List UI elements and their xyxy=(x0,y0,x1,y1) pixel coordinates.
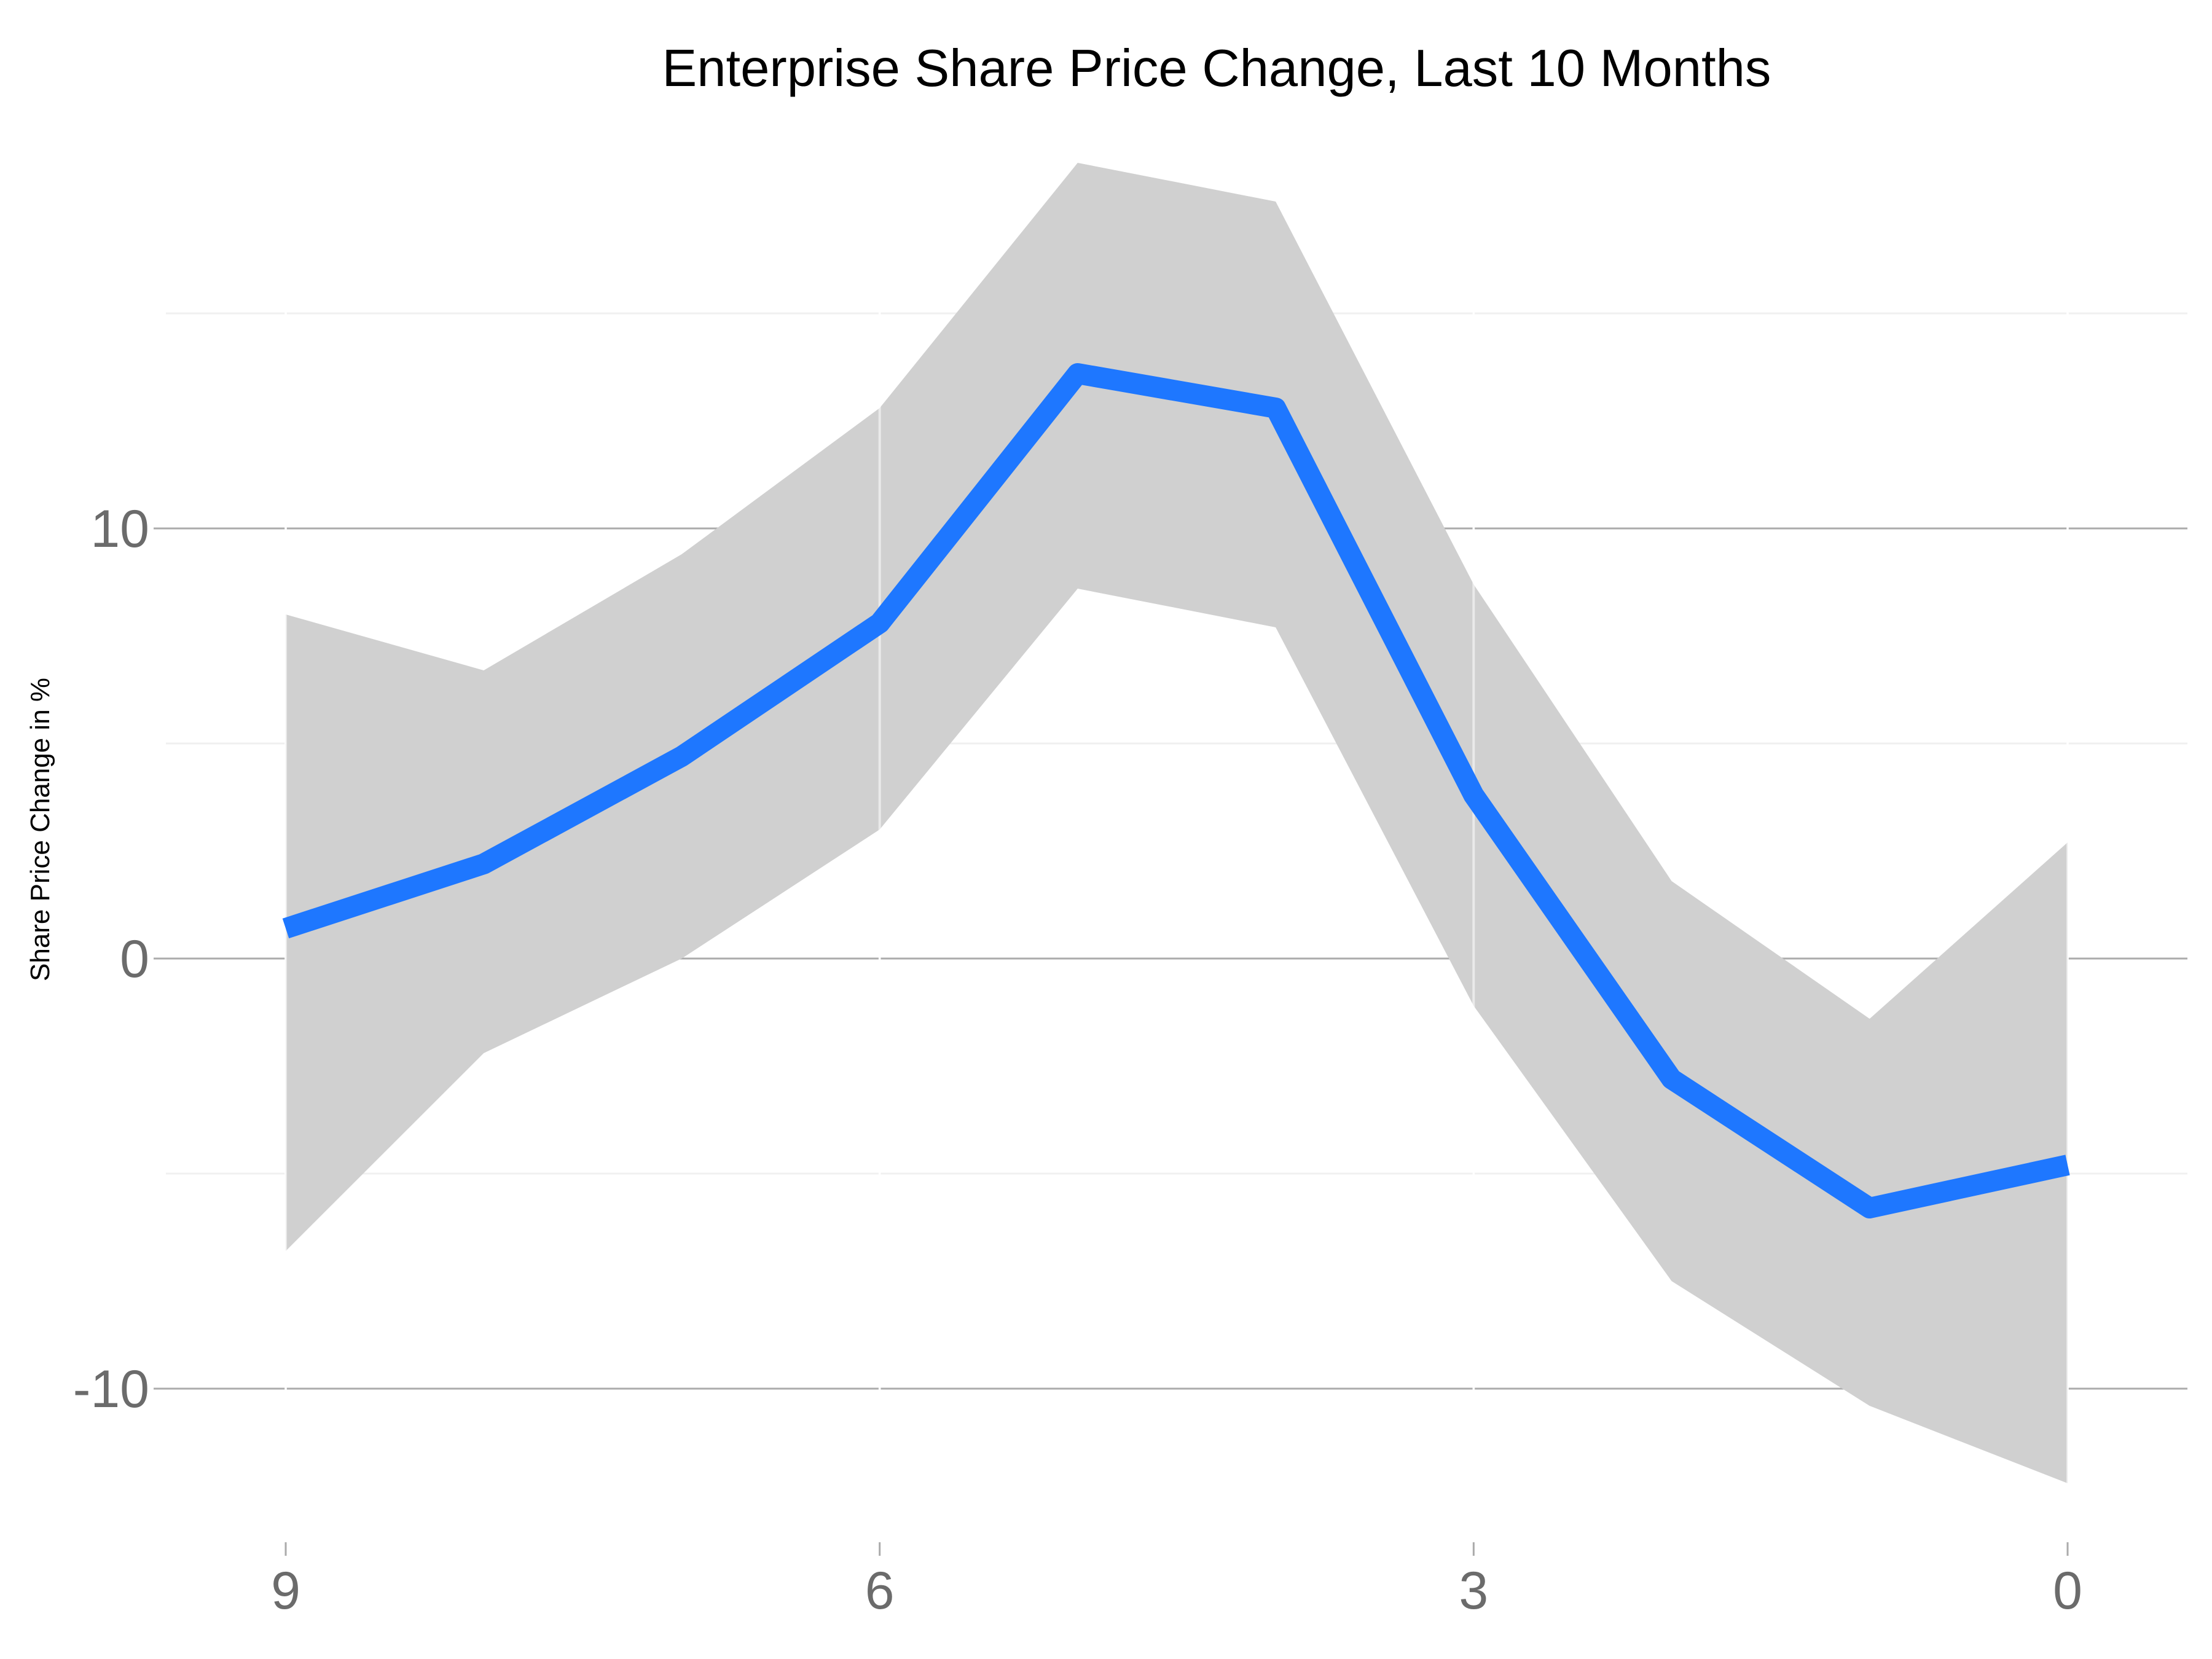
y-tick-label: 10 xyxy=(90,500,149,559)
y-axis-ticks: -10 0 10 xyxy=(73,500,167,1419)
series-line xyxy=(282,363,2070,1218)
confidence-band xyxy=(286,163,2068,1483)
y-tick-label: 0 xyxy=(120,930,149,989)
y-tick-label: -10 xyxy=(73,1360,149,1419)
x-tick-label: 9 xyxy=(271,1561,300,1620)
x-axis-ticks: 9 6 3 0 xyxy=(271,1542,2082,1620)
y-axis-title: Share Price Change in % xyxy=(25,678,55,981)
x-tick-label: 3 xyxy=(1459,1561,1488,1620)
x-tick-label: 6 xyxy=(865,1561,895,1620)
x-tick-label: 0 xyxy=(2053,1561,2082,1620)
chart-title: Enterprise Share Price Change, Last 10 M… xyxy=(662,39,1771,98)
